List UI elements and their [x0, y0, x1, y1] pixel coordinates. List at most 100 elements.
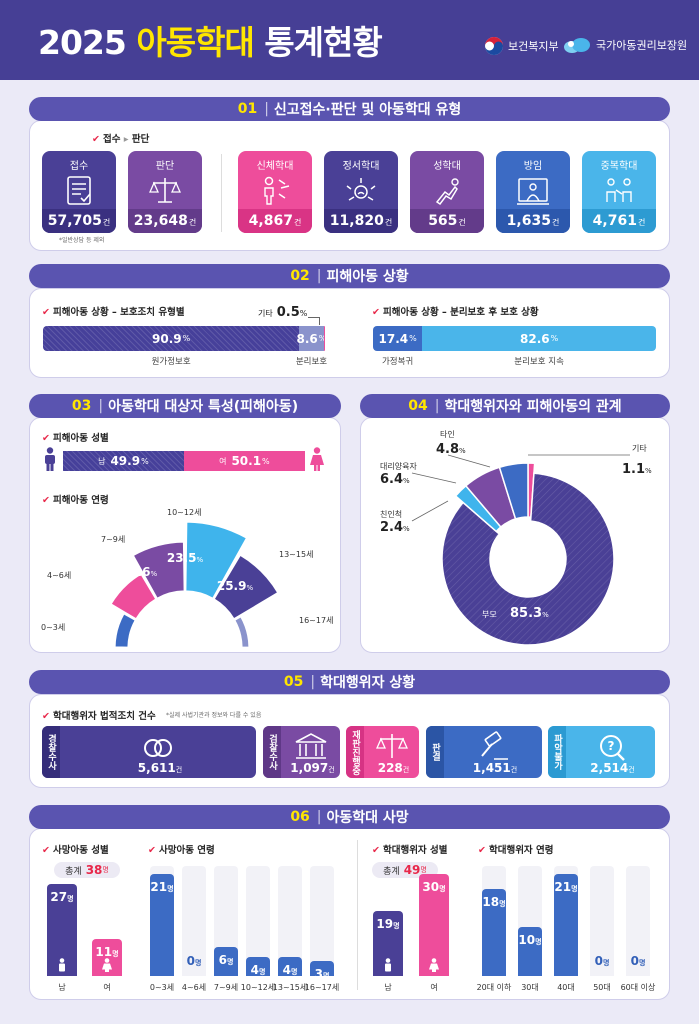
- column-category: 16~17세: [304, 983, 340, 992]
- legal-item-value: 228: [377, 761, 403, 775]
- type-box-value-wrap: 11,820건: [324, 209, 398, 233]
- s3-gender-label: ✔ 피해아동 성별: [42, 433, 109, 444]
- relation-value: 85.3%: [510, 606, 549, 621]
- legal-item-unit: 건: [328, 766, 335, 774]
- svg-text:?: ?: [607, 739, 614, 753]
- legal-item-value-wrap: 228건: [370, 761, 418, 775]
- type-box-label: 성학대: [433, 161, 461, 172]
- gender-male-value: 49.9: [110, 454, 141, 468]
- column-value-unit: 명: [67, 895, 74, 904]
- column-value-unit: 명: [499, 899, 506, 908]
- relation-segment-3: [498, 462, 529, 520]
- column-category: 20대 이하: [476, 983, 512, 992]
- section1-divider: [221, 154, 222, 232]
- column-bar: [310, 961, 334, 976]
- cloud-icon: [564, 38, 590, 53]
- s6-g4-label: ✔ 학대행위자 연령: [478, 845, 554, 856]
- relation-value: 4.8%: [436, 442, 466, 457]
- column-value-number: 18: [482, 894, 500, 909]
- type-box-unit: 건: [458, 218, 466, 227]
- column-value-number: 27: [50, 890, 68, 905]
- legal-item-tag: 검찰수사: [263, 726, 281, 778]
- legal-item-unit: 건: [175, 766, 183, 774]
- scale-icon: [375, 734, 408, 758]
- separation-bar-value: 17.4: [378, 331, 409, 346]
- separation-bar-unit: %: [409, 334, 417, 343]
- separation-bar-value: 82.6: [520, 331, 550, 346]
- type-box-label: 판단: [155, 161, 175, 172]
- column-bar: [482, 888, 506, 976]
- column-category: 7~9세: [213, 983, 239, 992]
- section1-heading: 01 | 신고접수·판단 및 아동학대 유형: [29, 97, 670, 121]
- age-segment-value: 11.5%: [77, 589, 114, 603]
- column-value: 0명: [590, 954, 614, 968]
- hand-icon: [435, 178, 459, 206]
- column-value-number: 19: [376, 917, 394, 932]
- protect-bar-1: 8.6%: [297, 326, 326, 351]
- column-value: 27명: [47, 890, 77, 904]
- type-box-value: 23,648: [133, 213, 188, 229]
- section5-heading: 05 | 학대행위자 상황: [29, 670, 670, 694]
- legal-item-unit: 건: [402, 766, 410, 774]
- column-category: 13~15세: [272, 983, 308, 992]
- column-bar: [246, 956, 270, 976]
- age-segment-unit: %: [150, 570, 157, 578]
- female-person-icon: [102, 958, 112, 972]
- legal-item-0: 경찰수사 5,611건: [42, 726, 256, 778]
- age-segment-label: 4~6세: [47, 571, 71, 580]
- type-box-value: 11,820: [329, 213, 384, 229]
- type-box-4: 성학대 565건: [410, 151, 484, 233]
- taegeuk-icon: [485, 37, 503, 55]
- relation-value: 1.1%: [622, 462, 652, 477]
- relation-unit: %: [542, 611, 549, 619]
- type-box-value-wrap: 57,705건: [42, 209, 116, 233]
- separation-bar-name: 분리보호 지속: [514, 357, 564, 367]
- relation-unit: %: [645, 467, 652, 475]
- age-segment-5: [233, 615, 250, 648]
- column-bar: [214, 946, 238, 976]
- s3-age-label: ✔ 피해아동 연령: [42, 495, 109, 506]
- type-box-value-wrap: 23,648건: [128, 209, 202, 233]
- age-segment-value: 25.9%: [217, 579, 254, 593]
- type-box-value: 1,635: [506, 213, 551, 229]
- relation-unit: %: [459, 447, 466, 455]
- male-person-icon: [385, 958, 391, 972]
- column-category: 40대: [557, 983, 575, 992]
- column-value-unit: 명: [393, 922, 400, 931]
- age-segment-label: 13~15세: [279, 550, 313, 559]
- gavel-icon: [481, 731, 508, 760]
- type-box-unit: 건: [293, 218, 302, 227]
- legal-item-3: 판결 1,451건: [426, 726, 542, 778]
- protect-bar-0: 90.9%: [43, 326, 300, 351]
- age-segment-value: 17.6%: [121, 565, 158, 579]
- type-box-3: 정서학대 11,820건: [324, 151, 398, 233]
- other-callout: 기타 0.5%: [258, 305, 307, 320]
- age-segment-unit: %: [246, 584, 253, 592]
- age-segment-value: 23.5%: [167, 551, 204, 565]
- type-box-value: 4,867: [248, 213, 293, 229]
- column-value-unit: 명: [535, 938, 542, 947]
- column-value: 3명: [310, 967, 334, 981]
- age-segment-unit: %: [102, 626, 109, 634]
- column-bar: [554, 874, 578, 976]
- section4-heading: 04 | 학대행위자와 피해아동의 관계: [360, 394, 670, 418]
- column-bg: [310, 866, 334, 976]
- relation-value: 6.4%: [380, 472, 410, 487]
- emotion-icon: [346, 178, 376, 201]
- column-value: 21명: [554, 880, 578, 894]
- multi-icon: [606, 178, 632, 202]
- relation-unit: %: [403, 525, 410, 533]
- legal-item-value: 5,611: [137, 761, 176, 775]
- column-category: 0~3세: [149, 983, 175, 992]
- s5-note: *실제 사법기관과 정보와 다를 수 있음: [166, 712, 262, 719]
- column-value-unit: 명: [638, 959, 646, 967]
- column-category: 50대: [593, 983, 611, 992]
- age-segment-value: 11.2%: [73, 621, 110, 635]
- column-category: 남: [58, 983, 66, 992]
- legal-item-tag: 경찰수사: [42, 726, 60, 778]
- separation-bar-unit: %: [550, 334, 559, 343]
- leader-line: [411, 472, 457, 484]
- gender-unit: %: [262, 456, 270, 466]
- column-value-unit: 명: [167, 885, 174, 893]
- column-value: 4명: [278, 963, 302, 977]
